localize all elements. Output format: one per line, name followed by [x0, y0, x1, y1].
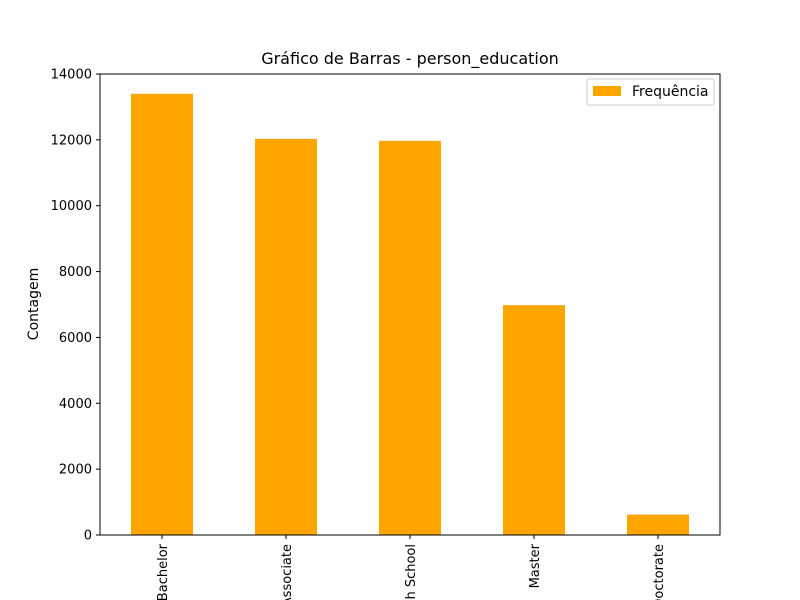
chart-title: Gráfico de Barras - person_education: [261, 49, 559, 69]
bars-group: [131, 93, 689, 535]
y-tick-label: 10000: [51, 199, 92, 214]
legend-label: Frequência: [632, 84, 709, 100]
legend-frame: [586, 78, 715, 106]
legend-swatch: [593, 86, 621, 96]
y-tick-label: 14000: [51, 68, 92, 83]
y-tick-label: 6000: [59, 331, 92, 346]
y-ticks-group: 0 2000 4000 6000 8000 10000 12000 14000: [51, 68, 100, 544]
y-tick-label: 8000: [59, 265, 92, 280]
y-axis-label: Contagem: [26, 268, 42, 340]
x-tick-label: Master: [528, 543, 543, 588]
x-tick-label: Doctorate: [652, 544, 667, 600]
bar-doctorate: [627, 514, 689, 535]
y-tick-label: 12000: [51, 133, 92, 148]
y-tick-label: 4000: [59, 397, 92, 412]
x-tick-label: High School: [404, 544, 419, 600]
bar-master: [503, 305, 565, 535]
bar-high-school: [379, 140, 441, 535]
x-tick-label: Bachelor: [156, 543, 171, 600]
y-tick-label: 0: [84, 529, 92, 544]
x-tick-label: Associate: [280, 544, 295, 600]
x-ticks-group: Bachelor Associate High School Master Doctor…: [156, 535, 667, 600]
y-tick-label: 2000: [59, 463, 92, 478]
bar-associate: [255, 138, 317, 535]
bar-bachelor: [131, 93, 193, 535]
legend: Frequência: [586, 78, 715, 106]
